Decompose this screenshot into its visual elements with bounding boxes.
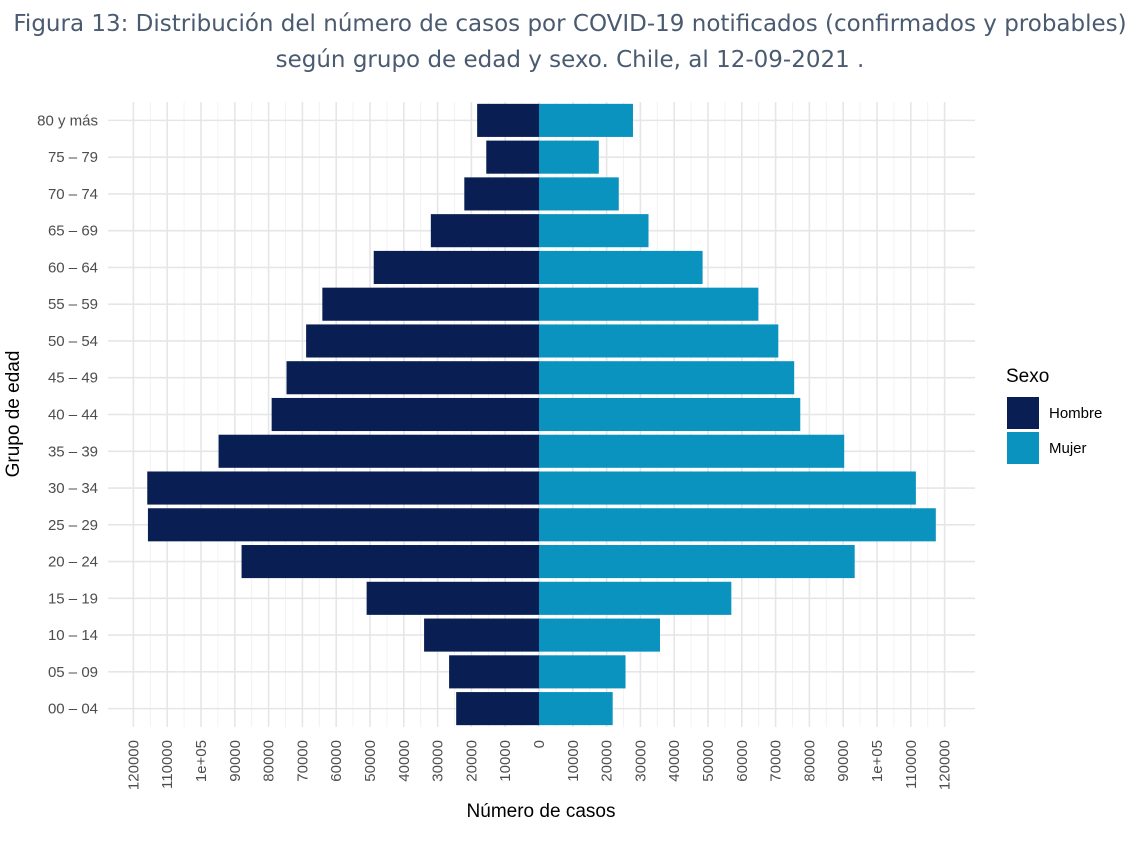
bar-mujer — [539, 508, 936, 542]
legend-title: Sexo — [1006, 366, 1049, 387]
y-tick-label: 15 – 19 — [48, 590, 98, 607]
x-tick-label: 20000 — [463, 740, 480, 782]
bar-mujer — [539, 692, 613, 726]
bar-mujer — [539, 397, 801, 432]
legend-label-mujer: Mujer — [1049, 440, 1087, 457]
bar-mujer — [539, 250, 703, 284]
x-tick-label: 50000 — [700, 740, 717, 782]
y-tick-label: 40 – 44 — [48, 407, 98, 424]
bar-hombre — [449, 655, 539, 689]
x-tick-label: 30000 — [632, 740, 649, 782]
x-tick-label: 50000 — [362, 740, 379, 782]
x-tick-label: 10000 — [565, 740, 582, 782]
y-tick-label: 25 – 29 — [48, 517, 98, 534]
y-tick-label: 75 – 79 — [48, 149, 98, 166]
x-tick-label: 20000 — [599, 740, 616, 782]
x-tick-label: 80000 — [801, 740, 818, 782]
bar-hombre — [322, 287, 539, 321]
y-tick-label: 30 – 34 — [48, 480, 98, 497]
x-axis-title: Número de casos — [467, 801, 616, 822]
x-tick-label: 60000 — [734, 740, 751, 782]
x-tick-label: 120000 — [937, 740, 954, 790]
bar-hombre — [424, 618, 539, 652]
legend-swatch-hombre — [1007, 397, 1039, 429]
x-tick-label: 110000 — [159, 740, 176, 789]
chart-title: Figura 13: Distribución del número de ca… — [0, 6, 1140, 78]
bar-hombre — [456, 692, 539, 726]
bar-mujer — [539, 361, 795, 395]
x-tick-label: 90000 — [835, 740, 852, 782]
x-tick-label: 60000 — [328, 740, 345, 782]
x-tick-label: 70000 — [294, 740, 311, 782]
bar-hombre — [306, 324, 539, 358]
bar-hombre — [430, 214, 539, 248]
bar-mujer — [539, 655, 626, 689]
bar-hombre — [366, 581, 539, 615]
bar-mujer — [539, 103, 633, 137]
x-tick-label: 40000 — [396, 740, 413, 782]
bar-mujer — [539, 581, 732, 615]
bar-mujer — [539, 177, 619, 211]
y-tick-label: 10 – 14 — [48, 627, 98, 644]
x-tick-label: 1e+05 — [869, 740, 886, 782]
bar-hombre — [464, 177, 539, 211]
legend-label-hombre: Hombre — [1049, 405, 1102, 422]
y-tick-label: 45 – 49 — [48, 370, 98, 387]
x-tick-label: 10000 — [497, 740, 514, 782]
bar-mujer — [539, 140, 599, 174]
x-tick-label: 110000 — [903, 740, 920, 789]
bar-hombre — [147, 471, 539, 505]
legend-swatch-mujer — [1007, 432, 1039, 464]
bar-hombre — [477, 103, 539, 137]
x-tick-label: 70000 — [768, 740, 785, 782]
y-tick-label: 05 – 09 — [48, 664, 98, 681]
bar-mujer — [539, 618, 661, 652]
x-tick-label: 80000 — [261, 740, 278, 782]
y-tick-label: 50 – 54 — [48, 333, 98, 350]
bar-mujer — [539, 471, 916, 505]
chart-title-line-1: Figura 13: Distribución del número de ca… — [13, 11, 1127, 37]
x-tick-label: 120000 — [125, 740, 142, 790]
chart-title-line-2: según grupo de edad y sexo. Chile, al 12… — [275, 47, 865, 73]
bar-mujer — [539, 434, 845, 468]
y-axis-title: Grupo de edad — [3, 351, 24, 478]
bar-hombre — [241, 545, 539, 579]
y-tick-label: 35 – 39 — [48, 443, 98, 460]
bar-mujer — [539, 287, 759, 321]
bar-mujer — [539, 214, 649, 248]
x-tick-label: 0 — [531, 740, 548, 748]
bar-hombre — [271, 397, 539, 432]
bar-hombre — [147, 508, 539, 542]
bar-mujer — [539, 324, 779, 358]
bar-hombre — [373, 250, 539, 284]
y-tick-label: 65 – 69 — [48, 223, 98, 240]
x-tick-label: 1e+05 — [193, 740, 210, 782]
x-tick-label: 40000 — [666, 740, 683, 782]
x-tick-label: 30000 — [430, 740, 447, 782]
y-tick-label: 00 – 04 — [48, 701, 98, 718]
x-tick-label: 90000 — [227, 740, 244, 782]
bar-hombre — [486, 140, 539, 174]
y-tick-label: 20 – 24 — [48, 554, 98, 571]
bar-hombre — [286, 361, 539, 395]
y-tick-label: 80 y más — [37, 112, 98, 129]
y-tick-label: 70 – 74 — [48, 186, 98, 203]
bar-mujer — [539, 545, 855, 579]
y-tick-label: 60 – 64 — [48, 259, 98, 276]
y-tick-label: 55 – 59 — [48, 296, 98, 313]
bar-hombre — [218, 434, 540, 468]
